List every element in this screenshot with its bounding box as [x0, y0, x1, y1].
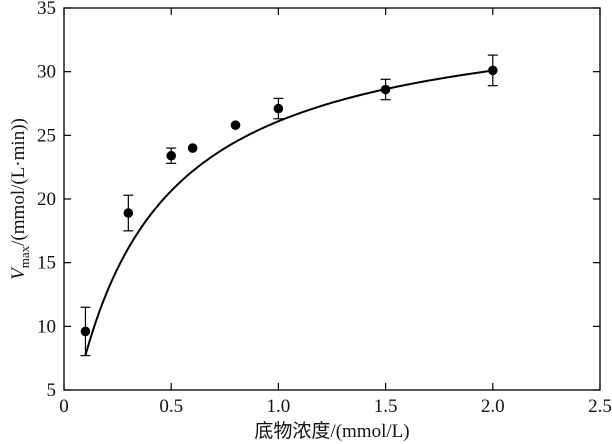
data-point	[488, 65, 498, 76]
y-tick-label: 10	[37, 316, 56, 337]
y-tick-label: 20	[37, 189, 56, 210]
x-tick-label: 0.5	[159, 396, 183, 417]
y-axis-unit: /(mmol/(L·min))	[8, 118, 29, 246]
y-tick-label: 35	[37, 0, 56, 19]
error-bars	[80, 54, 498, 357]
y-tick-label: 5	[47, 380, 57, 401]
data-point	[230, 120, 241, 130]
x-tick-label: 2.5	[588, 396, 612, 417]
y-axis-ticks: 5 10 15 20 25 30 35	[37, 0, 600, 401]
y-tick-label: 30	[37, 62, 56, 83]
x-axis-title: 底物浓度/(mmol/L)	[254, 420, 409, 442]
x-axis-ticks: 0 0.5 1.0 1.5 2.0 2.5	[59, 8, 612, 417]
y-axis-title: Vmax/(mmol/(L·min))	[8, 118, 32, 280]
x-tick-label: 1.0	[267, 396, 291, 417]
x-tick-label: 1.5	[374, 396, 398, 417]
data-point	[380, 84, 391, 95]
data-point	[187, 143, 198, 153]
x-tick-label: 2.0	[481, 396, 505, 417]
plot-frame	[63, 7, 601, 391]
data-point	[273, 103, 284, 114]
data-point	[166, 150, 176, 161]
fit-curve	[84, 69, 493, 356]
data-point	[123, 208, 134, 218]
data-point	[80, 326, 91, 337]
y-tick-label: 15	[37, 253, 56, 274]
data-points	[80, 65, 498, 337]
y-axis-subscript: max	[17, 245, 32, 268]
y-tick-label: 25	[37, 125, 56, 146]
x-tick-label: 0	[59, 396, 69, 417]
y-axis-symbol: V	[8, 266, 29, 280]
